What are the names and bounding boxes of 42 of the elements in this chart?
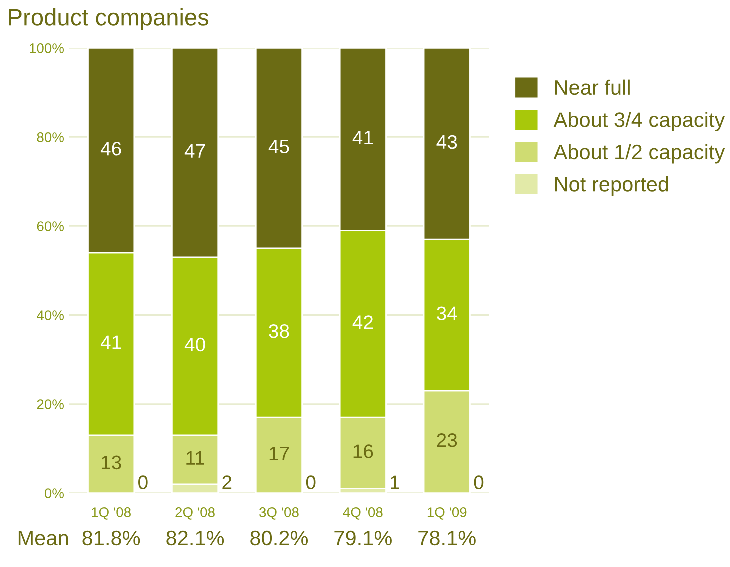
data-label: 41 [352, 131, 374, 144]
text: 82.1% [166, 530, 224, 546]
y-tick-label: 40% [37, 310, 64, 320]
x-tick-label: 1Q '08 [92, 508, 131, 520]
text: 80.2% [250, 530, 308, 546]
data-label: 45 [268, 140, 290, 154]
data-label: 13 [102, 456, 122, 470]
x-tick-label: 3Q '08 [260, 508, 299, 520]
y-tick-label: 80% [37, 132, 64, 142]
legend-label: About 3/4 capacity [554, 112, 726, 132]
data-label: 41 [100, 336, 122, 350]
data-label: 34 [437, 306, 458, 320]
data-label: 16 [354, 444, 374, 458]
y-tick-label: 100% [30, 44, 64, 54]
y-tick-label: 60% [37, 222, 64, 232]
legend-label: Not reported [555, 176, 668, 196]
data-label: 11 [186, 452, 204, 465]
text: 79.1% [334, 530, 392, 546]
legend-label: About 1/2 capacity [554, 144, 726, 164]
y-tick-label: 20% [37, 400, 64, 410]
data-label: 47 [184, 144, 206, 158]
data-label: 42 [352, 316, 374, 330]
data-label: 1 [391, 476, 400, 490]
text: Mean [18, 531, 68, 546]
data-label: 38 [269, 324, 290, 338]
annotation: 0 [306, 476, 316, 490]
text: 81.8% [82, 530, 140, 546]
annotation: 0 [474, 476, 484, 490]
x-tick-label: 4Q '08 [343, 508, 383, 520]
x-tick-label: 2Q '08 [176, 508, 215, 520]
data-label: 43 [436, 135, 458, 150]
chart-title: Product companies [9, 8, 209, 31]
data-label: 40 [184, 338, 206, 352]
annotation: 0 [138, 476, 148, 490]
y-tick-label: 0% [44, 488, 64, 498]
legend-label: Near full [555, 80, 630, 96]
data-label: 23 [437, 434, 458, 448]
data-label: 17 [270, 447, 290, 460]
data-label: 46 [100, 142, 122, 156]
data-label: 2 [222, 476, 232, 490]
x-tick-label: 1Q '09 [428, 508, 467, 520]
text: 78.1% [418, 530, 476, 546]
